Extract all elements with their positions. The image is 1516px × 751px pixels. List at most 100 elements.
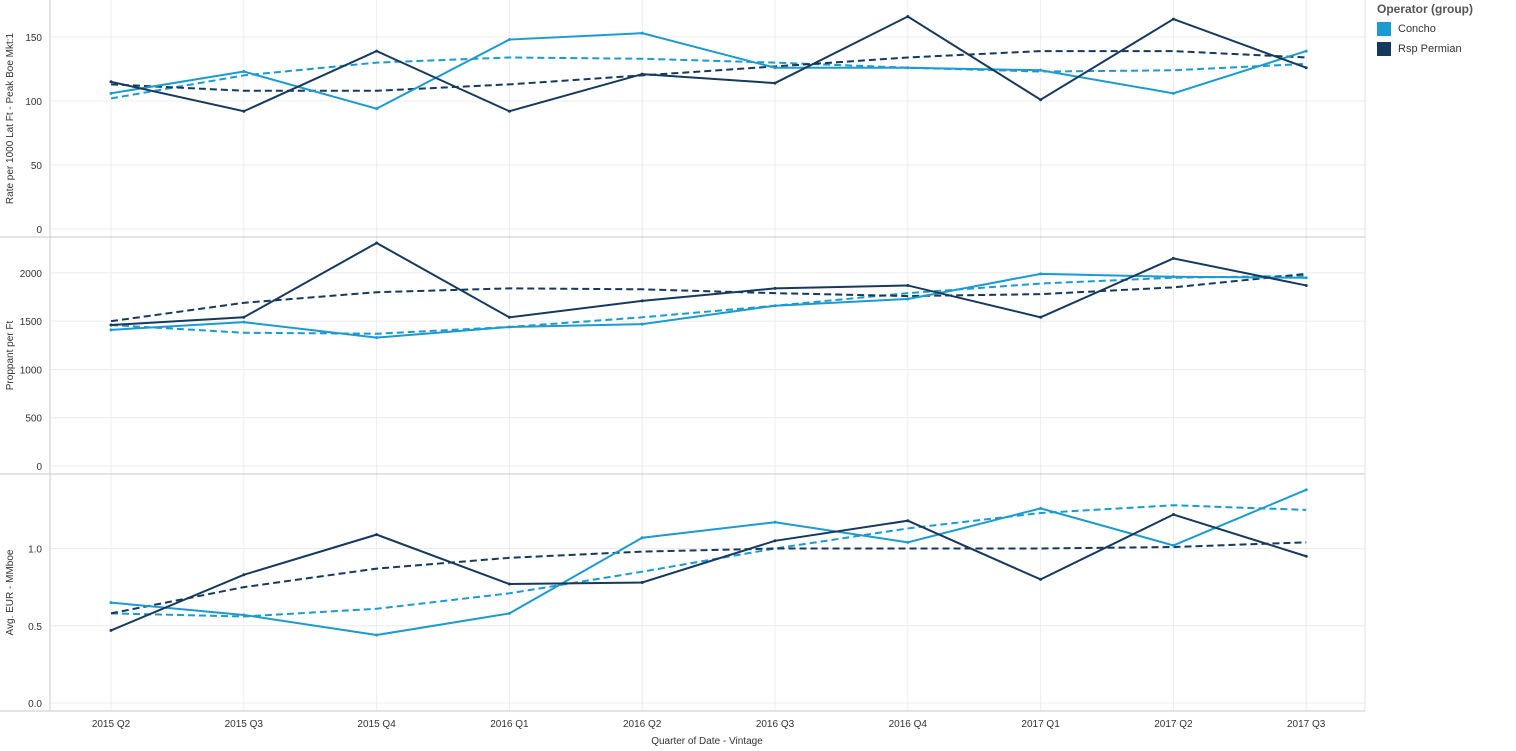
data-point bbox=[1039, 272, 1043, 276]
trend-line bbox=[110, 504, 1307, 618]
data-point bbox=[773, 286, 777, 290]
data-point bbox=[1171, 513, 1175, 517]
data-point bbox=[375, 241, 379, 245]
series-line bbox=[110, 488, 1307, 637]
series-line bbox=[110, 272, 1307, 339]
legend-item-concho[interactable]: Concho bbox=[1377, 19, 1512, 39]
x-tick-label: 2015 Q4 bbox=[357, 719, 396, 730]
series-line bbox=[110, 15, 1307, 113]
data-point bbox=[375, 336, 379, 340]
legend-swatch-rsp-permian bbox=[1377, 42, 1391, 56]
y-axis-title: Proppant per Ft bbox=[5, 321, 16, 391]
x-tick-label: 2017 Q1 bbox=[1021, 719, 1060, 730]
y-axis-title: Avg. EUR - MMboe bbox=[5, 549, 16, 635]
data-point bbox=[1304, 49, 1308, 53]
data-point bbox=[109, 328, 113, 332]
y-axis-title: Rate per 1000 Lat Ft - Peak Boe Mkt:1 bbox=[5, 32, 16, 204]
data-point bbox=[1039, 315, 1043, 319]
x-tick-label: 2015 Q2 bbox=[92, 719, 131, 730]
data-point bbox=[242, 613, 246, 617]
x-tick-label: 2017 Q3 bbox=[1287, 719, 1326, 730]
data-point bbox=[640, 31, 644, 35]
y-tick-label: 1500 bbox=[20, 317, 43, 328]
series-line bbox=[110, 241, 1307, 327]
data-point bbox=[906, 15, 910, 19]
data-point bbox=[109, 601, 113, 605]
data-point bbox=[1171, 543, 1175, 547]
data-point bbox=[773, 81, 777, 85]
y-tick-label: 150 bbox=[25, 33, 42, 44]
data-point bbox=[773, 66, 777, 70]
data-point bbox=[242, 315, 246, 319]
data-point bbox=[242, 109, 246, 113]
data-point bbox=[109, 80, 113, 84]
legend: Operator (group) Concho Rsp Permian bbox=[1377, 2, 1512, 59]
data-point bbox=[1171, 275, 1175, 279]
data-point bbox=[773, 304, 777, 308]
data-point bbox=[242, 70, 246, 74]
data-point bbox=[507, 582, 511, 586]
data-point bbox=[640, 536, 644, 540]
y-tick-label: 50 bbox=[31, 161, 43, 172]
data-point bbox=[906, 66, 910, 70]
data-point bbox=[1171, 17, 1175, 21]
data-point bbox=[1039, 98, 1043, 102]
y-tick-label: 500 bbox=[25, 414, 42, 425]
y-tick-label: 0 bbox=[36, 225, 42, 236]
data-point bbox=[906, 540, 910, 544]
series-line bbox=[110, 513, 1307, 632]
y-tick-label: 0 bbox=[36, 462, 42, 473]
data-point bbox=[640, 581, 644, 585]
legend-label: Rsp Permian bbox=[1398, 43, 1462, 55]
data-point bbox=[1171, 91, 1175, 95]
data-point bbox=[906, 519, 910, 523]
data-point bbox=[109, 323, 113, 327]
legend-swatch-concho bbox=[1377, 22, 1391, 36]
data-point bbox=[375, 49, 379, 53]
data-point bbox=[1304, 276, 1308, 280]
data-point bbox=[375, 107, 379, 111]
data-point bbox=[773, 520, 777, 524]
data-point bbox=[507, 325, 511, 329]
data-point bbox=[375, 633, 379, 637]
data-point bbox=[109, 91, 113, 95]
data-point bbox=[1304, 66, 1308, 70]
data-point bbox=[773, 539, 777, 543]
y-tick-label: 1000 bbox=[20, 365, 43, 376]
trend-line bbox=[110, 56, 1307, 100]
y-tick-label: 0.5 bbox=[28, 622, 42, 633]
data-point bbox=[906, 283, 910, 287]
legend-label: Concho bbox=[1398, 23, 1436, 35]
trend-line bbox=[110, 541, 1307, 615]
data-point bbox=[640, 299, 644, 303]
x-tick-label: 2016 Q1 bbox=[490, 719, 529, 730]
y-tick-label: 0.0 bbox=[28, 699, 42, 710]
x-tick-label: 2016 Q3 bbox=[756, 719, 795, 730]
data-point bbox=[242, 320, 246, 324]
x-tick-label: 2016 Q2 bbox=[623, 719, 662, 730]
data-point bbox=[1304, 554, 1308, 558]
trend-line bbox=[110, 274, 1307, 335]
x-axis-title: Quarter of Date - Vintage bbox=[651, 736, 763, 747]
data-point bbox=[507, 109, 511, 113]
y-tick-label: 100 bbox=[25, 97, 42, 108]
y-tick-label: 2000 bbox=[20, 269, 43, 280]
data-point bbox=[1039, 506, 1043, 510]
trend-line bbox=[110, 272, 1307, 323]
y-tick-label: 1.0 bbox=[28, 545, 42, 556]
data-point bbox=[1039, 577, 1043, 581]
legend-title: Operator (group) bbox=[1377, 2, 1473, 16]
series-line bbox=[110, 32, 1307, 110]
data-point bbox=[1304, 488, 1308, 492]
data-point bbox=[640, 72, 644, 76]
data-point bbox=[1171, 256, 1175, 260]
x-tick-label: 2015 Q3 bbox=[225, 719, 264, 730]
legend-item-rsp-permian[interactable]: Rsp Permian bbox=[1377, 39, 1512, 59]
data-point bbox=[507, 611, 511, 615]
data-point bbox=[640, 322, 644, 326]
x-tick-label: 2016 Q4 bbox=[889, 719, 928, 730]
data-point bbox=[1039, 68, 1043, 72]
data-point bbox=[906, 297, 910, 301]
data-point bbox=[242, 573, 246, 577]
